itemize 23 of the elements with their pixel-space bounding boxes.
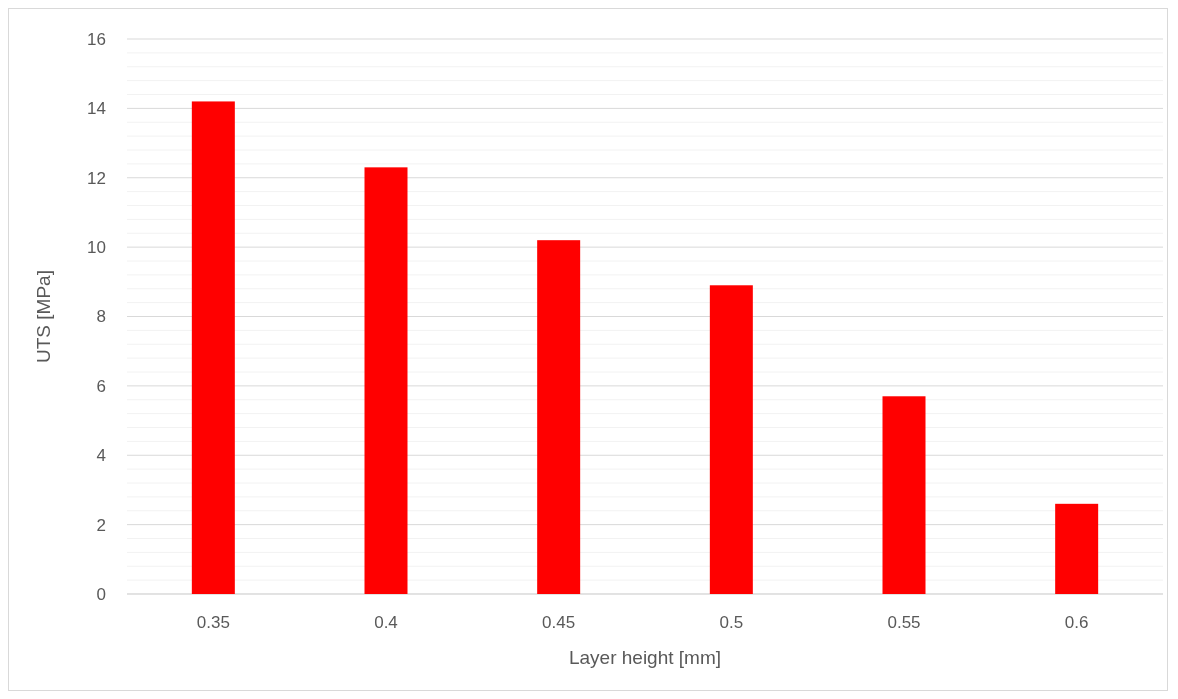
bar xyxy=(1055,503,1099,594)
y-tick-label: 16 xyxy=(87,29,106,49)
x-tick-label: 0.35 xyxy=(196,613,230,632)
y-tick-label: 2 xyxy=(96,515,106,535)
x-tick-label: 0.45 xyxy=(542,613,576,632)
y-tick-label: 8 xyxy=(96,307,106,327)
bar xyxy=(191,101,235,594)
x-axis-title: Layer height [mm] xyxy=(568,647,722,668)
x-tick-label: 0.5 xyxy=(719,613,744,632)
y-tick-label: 4 xyxy=(96,446,106,466)
bar xyxy=(882,396,926,594)
y-tick-label: 0 xyxy=(96,584,106,604)
bar xyxy=(709,285,753,594)
y-tick-label: 6 xyxy=(96,376,106,396)
y-tick-label: 12 xyxy=(87,168,106,188)
y-tick-label: 10 xyxy=(87,238,106,258)
x-tick-label: 0.6 xyxy=(1064,613,1089,632)
bar xyxy=(364,167,408,594)
y-axis-title: UTS [MPa] xyxy=(33,270,54,363)
bar xyxy=(537,240,581,594)
y-tick-label: 14 xyxy=(87,99,106,119)
x-tick-label: 0.4 xyxy=(374,613,398,632)
x-tick-label: 0.55 xyxy=(887,613,921,632)
